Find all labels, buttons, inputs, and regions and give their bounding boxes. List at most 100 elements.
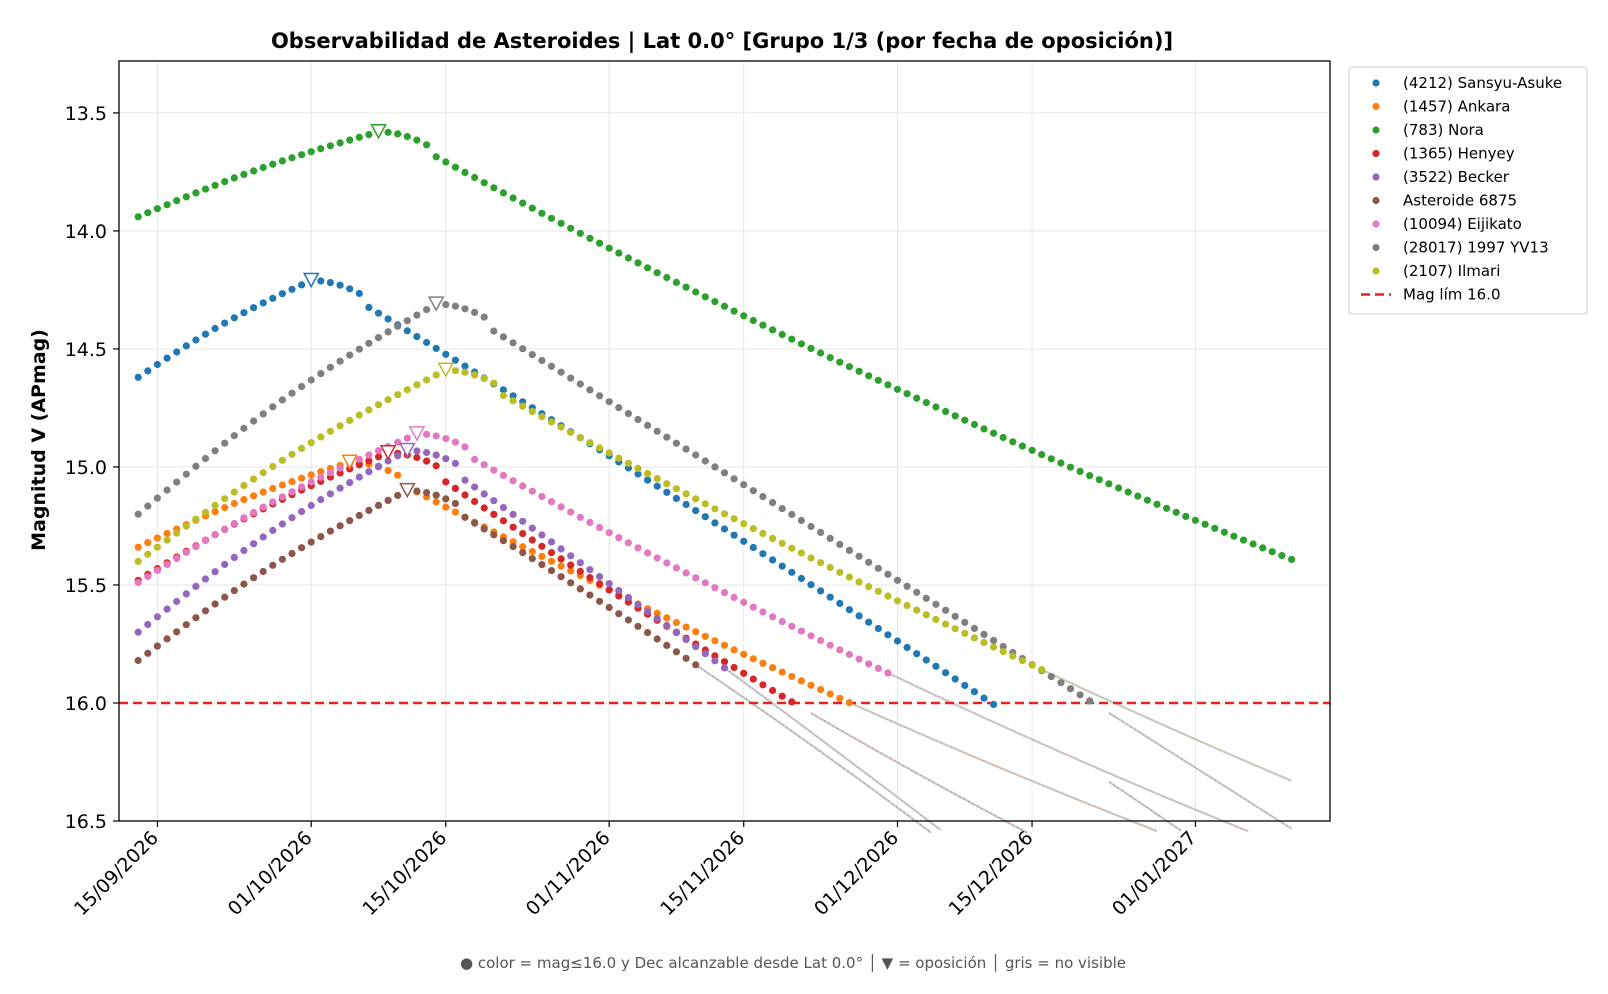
data-point	[519, 517, 527, 525]
data-point	[490, 531, 498, 539]
data-point	[499, 517, 507, 525]
data-point	[499, 504, 507, 512]
data-point	[403, 434, 411, 442]
data-point	[615, 454, 623, 462]
data-point	[509, 543, 517, 551]
data-point	[730, 531, 738, 539]
data-point	[797, 340, 806, 348]
data-point	[817, 587, 825, 595]
data-point	[173, 529, 181, 537]
data-point	[442, 478, 450, 486]
legend-marker	[1372, 243, 1380, 252]
data-point	[807, 344, 815, 352]
data-point	[317, 277, 325, 285]
x-tick-label: 01/12/2026	[810, 827, 903, 920]
opposition-marker	[437, 362, 455, 378]
data-point	[701, 650, 709, 658]
data-point	[326, 363, 334, 371]
data-point	[163, 635, 171, 643]
data-point	[644, 476, 652, 484]
legend-marker	[1372, 196, 1380, 205]
data-point	[336, 357, 344, 365]
data-point	[942, 620, 950, 628]
data-point	[605, 244, 613, 252]
data-point	[298, 474, 306, 482]
data-point	[519, 345, 527, 353]
data-point	[932, 403, 940, 411]
data-point	[663, 621, 671, 630]
data-point	[1076, 691, 1084, 699]
data-point	[682, 500, 690, 509]
data-point	[1278, 552, 1286, 560]
data-point	[384, 315, 392, 323]
legend-label: (28017) 1997 YV13	[1403, 239, 1549, 257]
data-point	[884, 592, 892, 600]
data-point	[307, 501, 315, 510]
data-point	[624, 539, 633, 547]
data-point	[653, 475, 661, 483]
legend-marker	[1372, 102, 1380, 111]
data-point	[365, 451, 373, 459]
data-point	[663, 559, 671, 567]
data-point	[336, 484, 344, 492]
data-point	[394, 491, 402, 500]
data-point	[874, 587, 882, 595]
data-point	[797, 549, 806, 557]
data-point	[538, 552, 546, 561]
data-point	[596, 239, 604, 247]
data-point	[134, 213, 142, 221]
data-point	[1057, 459, 1065, 467]
data-point	[817, 686, 825, 694]
data-point	[211, 447, 219, 455]
plot-frame	[118, 60, 1331, 822]
data-point	[836, 599, 844, 608]
not-visible-track	[1108, 780, 1182, 832]
data-point	[557, 573, 565, 581]
data-point	[250, 417, 258, 425]
data-point	[942, 407, 950, 415]
data-point	[826, 563, 834, 572]
data-point	[547, 538, 556, 546]
data-point	[826, 690, 834, 698]
data-point	[720, 525, 729, 533]
data-point	[192, 336, 200, 344]
data-point	[173, 628, 181, 636]
data-point	[278, 290, 286, 298]
data-point	[432, 371, 440, 379]
data-point	[173, 478, 181, 486]
data-point	[576, 567, 584, 576]
y-tick-label: 16.0	[65, 693, 107, 715]
legend-marker	[1372, 220, 1380, 228]
data-point	[480, 179, 488, 187]
not-visible-track	[695, 663, 932, 834]
data-point	[461, 476, 469, 484]
data-point	[855, 612, 863, 620]
data-point	[672, 485, 681, 493]
data-point	[423, 457, 431, 465]
data-point	[692, 643, 700, 651]
data-point	[365, 131, 373, 139]
data-point	[153, 566, 161, 575]
data-point	[278, 396, 286, 404]
data-point	[307, 439, 315, 447]
data-point	[990, 643, 998, 651]
data-point	[365, 339, 373, 347]
data-point	[644, 549, 652, 557]
data-point	[288, 549, 296, 558]
data-point	[701, 632, 709, 640]
data-point	[634, 544, 642, 552]
data-point	[1028, 661, 1036, 669]
data-point	[740, 598, 748, 606]
data-point	[922, 611, 930, 619]
data-point	[278, 481, 286, 489]
not-visible-track-tint	[849, 702, 1158, 832]
data-point	[567, 224, 575, 232]
data-point	[509, 392, 517, 400]
data-point	[624, 410, 633, 418]
data-point	[211, 600, 219, 608]
data-point	[711, 637, 719, 645]
data-point	[778, 668, 786, 676]
data-point	[576, 433, 584, 442]
data-point	[682, 283, 690, 291]
data-point	[980, 638, 988, 647]
